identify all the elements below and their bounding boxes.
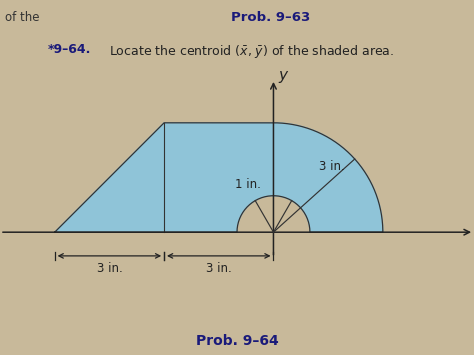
Polygon shape xyxy=(55,123,383,232)
Text: of the: of the xyxy=(5,11,39,24)
Text: 3 in.: 3 in. xyxy=(97,262,122,275)
Text: 3 in.: 3 in. xyxy=(319,160,345,173)
Text: 3 in.: 3 in. xyxy=(206,262,232,275)
Text: 1 in.: 1 in. xyxy=(235,178,261,191)
Text: Locate the centroid ($\bar{x}$, $\bar{y}$) of the shaded area.: Locate the centroid ($\bar{x}$, $\bar{y}… xyxy=(109,43,394,60)
Text: Prob. 9–63: Prob. 9–63 xyxy=(230,11,310,24)
Text: $y$: $y$ xyxy=(278,69,290,85)
Text: Prob. 9–64: Prob. 9–64 xyxy=(196,334,278,348)
Text: *9–64.: *9–64. xyxy=(47,43,91,56)
